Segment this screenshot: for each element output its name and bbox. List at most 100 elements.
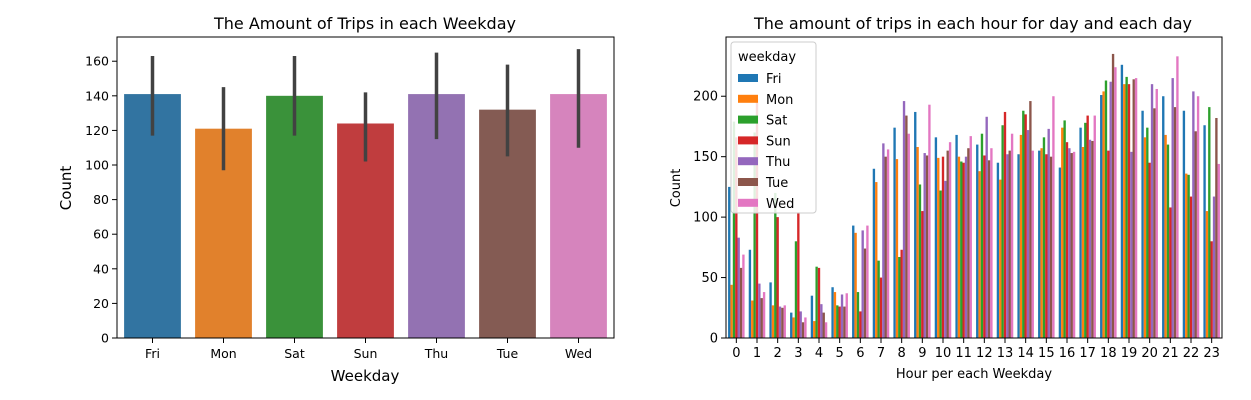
bar-thu-hour-17 <box>1088 139 1092 338</box>
bar-tue-hour-9 <box>925 155 929 338</box>
bar-mon-hour-11 <box>957 156 961 338</box>
bar-wed-hour-16 <box>1072 151 1076 338</box>
chart2-frame <box>725 36 1223 339</box>
chart1-title: The Amount of Trips in each Weekday <box>213 14 516 33</box>
bar-fri-hour-13 <box>996 162 1000 338</box>
bar-sat-hour-5 <box>836 305 839 338</box>
y-tick-label: 0 <box>710 332 718 347</box>
bar-wed-hour-7 <box>886 149 890 338</box>
bar-tue-hour-23 <box>1215 117 1218 338</box>
legend-swatch-mon <box>738 94 758 103</box>
bar-fri-hour-4 <box>810 295 814 338</box>
bar-sun-hour-7 <box>879 277 883 338</box>
legend-swatch-wed <box>738 198 758 207</box>
bar-sat-hour-16 <box>1063 120 1066 338</box>
bar-sun-hour-17 <box>1086 115 1089 338</box>
x-tick-label: Thu <box>424 346 448 361</box>
bar-fri-hour-8 <box>893 127 896 338</box>
bar-fri-hour-18 <box>1100 95 1103 338</box>
x-tick-label: Sat <box>284 346 305 361</box>
bar-sat-hour-14 <box>1022 110 1025 338</box>
bar-thu-hour-21 <box>1171 78 1174 338</box>
chart2-x-axis-label: Hour per each Weekday <box>896 367 1052 382</box>
bar-fri-hour-23 <box>1203 125 1206 338</box>
bar-wed-hour-1 <box>762 292 766 338</box>
bar-sat-hour-15 <box>1042 137 1046 338</box>
bar-sun-hour-10 <box>941 156 945 338</box>
bar-wed-hour-11 <box>969 136 972 338</box>
x-tick-label: 22 <box>1183 346 1200 361</box>
bar-tue-hour-14 <box>1029 101 1032 339</box>
bar-mon-hour-9 <box>916 147 919 338</box>
bar-sat-hour-23 <box>1208 107 1211 338</box>
legend-swatch-fri <box>738 74 758 82</box>
bar-mon-hour-2 <box>771 305 775 338</box>
bar-sun-hour-20 <box>1148 162 1151 338</box>
bar-sun-hour-4 <box>817 267 821 338</box>
x-tick-label: Wed <box>565 346 592 361</box>
bar-thu-hour-0 <box>737 237 740 338</box>
bar-sat-hour-0 <box>732 121 736 339</box>
bar-tue-hour-15 <box>1049 156 1053 338</box>
legend-label-tue: Tue <box>765 176 788 191</box>
bar-tue-hour-6 <box>863 248 867 338</box>
bar-sat-hour-21 <box>1166 144 1170 338</box>
bar-thu-hour-9 <box>923 153 926 338</box>
bar-sat <box>266 95 323 338</box>
x-tick-label: 16 <box>1059 346 1076 361</box>
bar-sun-hour-15 <box>1045 154 1048 338</box>
x-tick-label: 23 <box>1203 346 1220 361</box>
x-tick-label: 7 <box>877 346 885 361</box>
x-tick-label: 8 <box>898 346 906 361</box>
bar-fri-hour-22 <box>1182 110 1186 338</box>
bar-tue-hour-4 <box>822 312 825 338</box>
bar-thu-hour-18 <box>1109 81 1112 339</box>
bar-wed-hour-0 <box>742 254 745 338</box>
chart1-plot-area: Fri Mon Sat Sun Thu Tue Wed 0 20 40 60 80 100 120 140 1… <box>85 36 615 361</box>
bar-tue-hour-21 <box>1173 107 1177 338</box>
bar-sat-hour-1 <box>753 132 756 338</box>
bar-sun-hour-0 <box>735 137 738 338</box>
bar-tue-hour-12 <box>987 160 991 338</box>
y-tick-label: 100 <box>85 158 109 173</box>
y-tick-label: 200 <box>693 90 718 105</box>
bar-thu-hour-7 <box>882 143 885 338</box>
bar-mon-hour-1 <box>751 300 754 338</box>
bar-mon-hour-7 <box>875 182 878 338</box>
bar-sat-hour-22 <box>1187 174 1190 338</box>
bar-wed-hour-9 <box>928 104 931 338</box>
x-tick-label: 6 <box>856 346 864 361</box>
x-tick-label: 1 <box>753 346 761 361</box>
bar-thu-hour-6 <box>861 230 864 338</box>
bar-sat-hour-20 <box>1146 127 1149 338</box>
bar-fri-hour-0 <box>728 186 731 338</box>
bar-mon-hour-10 <box>937 157 940 338</box>
bar-wed-hour-21 <box>1176 56 1179 338</box>
bar-thu-hour-3 <box>799 311 802 338</box>
bar-sat-hour-10 <box>939 190 942 338</box>
bar-fri-hour-17 <box>1079 127 1082 338</box>
bar-thu-hour-15 <box>1047 128 1050 338</box>
bar-mon-hour-22 <box>1185 173 1188 338</box>
y-tick-label: 140 <box>85 88 109 103</box>
legend-swatch-sat <box>738 115 758 124</box>
bar-sun-hour-18 <box>1107 150 1110 338</box>
bar-wed-hour-23 <box>1217 163 1220 338</box>
bar-sun-hour-23 <box>1210 241 1213 338</box>
legend-label-fri: Fri <box>766 72 782 87</box>
bar-fri-hour-3 <box>790 312 793 338</box>
bar-thu-hour-4 <box>820 304 823 338</box>
bar-wed-hour-3 <box>804 317 807 338</box>
bar-thu-hour-10 <box>944 180 947 338</box>
bar-wed-hour-18 <box>1114 67 1117 338</box>
bar-sun-hour-19 <box>1127 84 1131 338</box>
y-tick-label: 120 <box>85 123 109 138</box>
bar-sun-hour-16 <box>1065 142 1069 338</box>
bar-sun-hour-13 <box>1003 111 1007 339</box>
x-tick-label: Fri <box>145 346 160 361</box>
bar-thu-hour-2 <box>778 306 782 338</box>
x-tick-label: 3 <box>794 346 802 361</box>
chart1-y-axis-label: Count <box>57 166 75 211</box>
x-tick-label: 12 <box>976 346 993 361</box>
